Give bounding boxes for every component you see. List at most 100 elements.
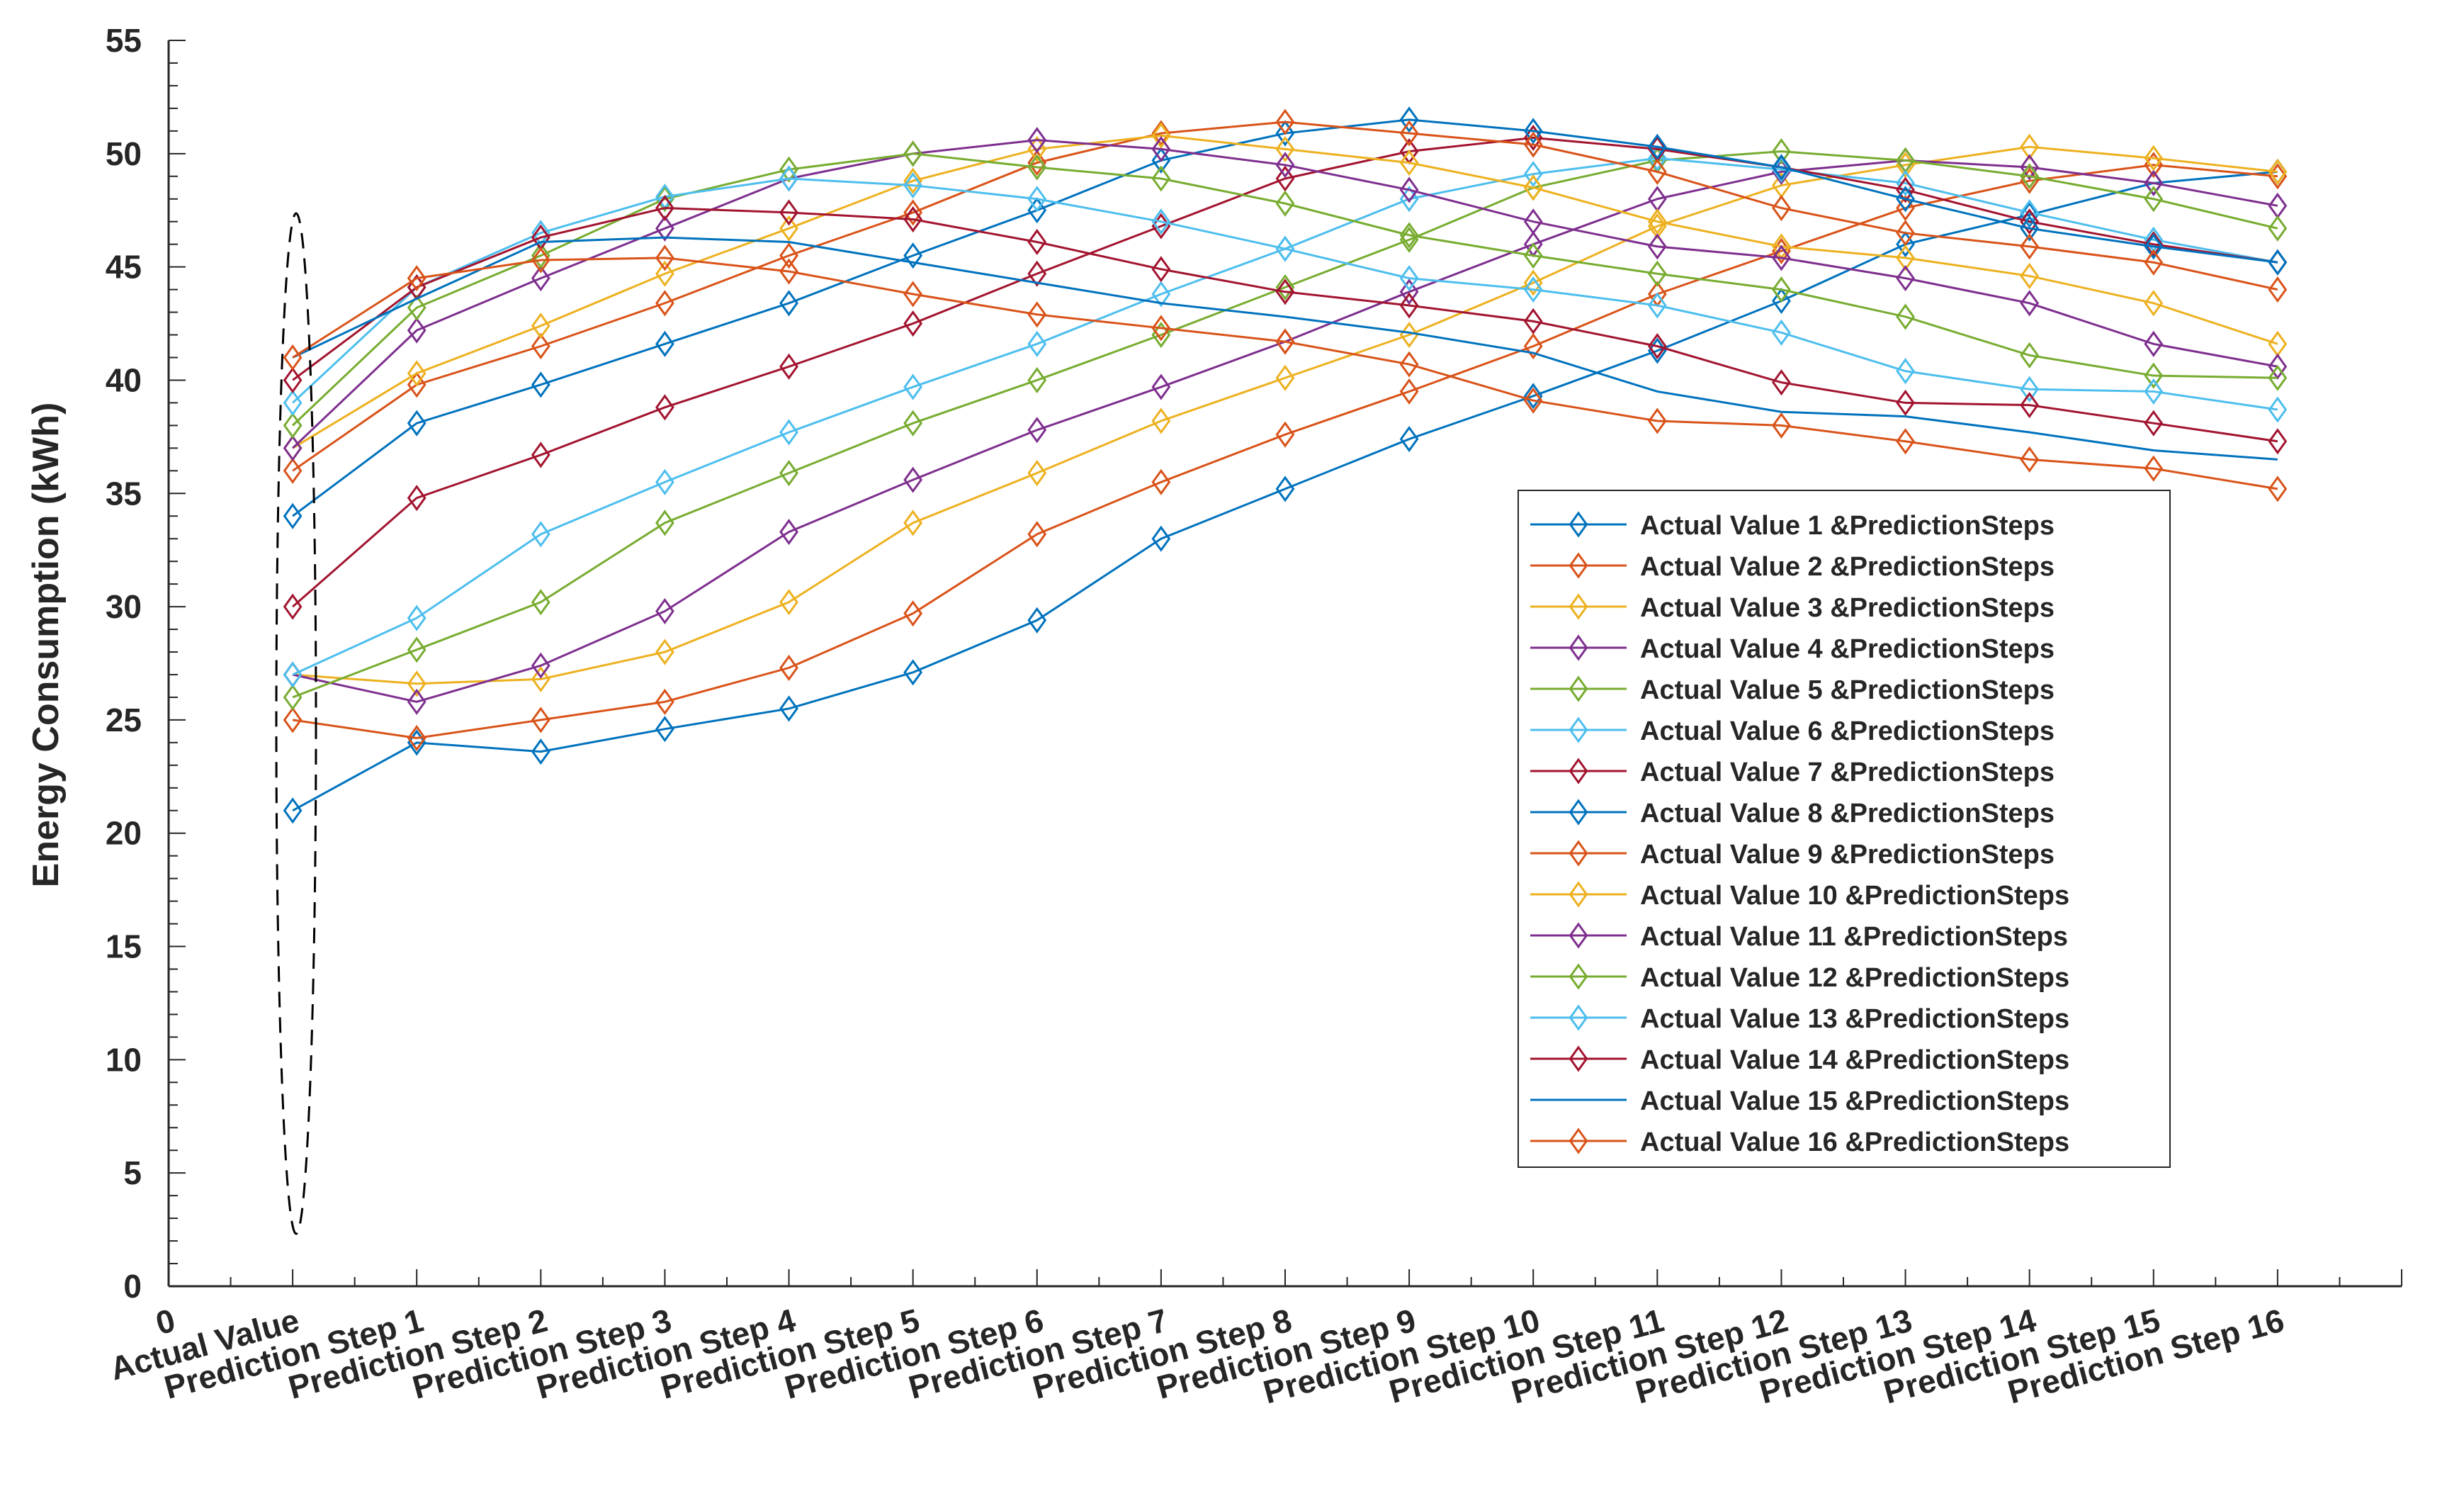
legend-marker-2 [1569,552,1588,579]
series-4-point [903,466,923,493]
legend-marker-16 [1569,1127,1588,1154]
series-2-point [2268,163,2288,190]
series-13-point [531,220,550,247]
legend-label-8: Actual Value 8 &PredictionSteps [1640,799,2055,828]
series-9-point [1027,150,1047,176]
series-9-point [1275,108,1295,135]
series-13-point [1275,235,1295,262]
series-7-point [2020,208,2040,235]
series-11-point [1896,265,1915,292]
series-1-point [1772,288,1791,315]
series-16-point [1027,301,1047,328]
series-9-point [903,199,923,226]
legend-label-14: Actual Value 14 &PredictionSteps [1640,1045,2069,1075]
series-14-point [779,199,798,226]
series-13-point [779,165,798,192]
series-13-point [2268,396,2288,423]
series-10-point [779,215,798,242]
series-line-14 [292,207,2278,443]
series-10-point [531,313,550,339]
series-1-point [283,797,303,824]
series-6-point [531,521,550,548]
series-1-point [1275,476,1295,502]
series-9-point [1647,158,1667,185]
series-9-point [655,290,674,317]
series-16-point [1647,407,1667,434]
series-11-point [1275,152,1295,179]
series-5-point [531,589,550,616]
series-4-point [407,688,426,715]
series-16-point [1896,428,1915,455]
y-tick-label: 50 [106,135,142,172]
y-tick-label: 0 [123,1268,142,1305]
series-5-point [1772,138,1791,165]
series-7-point [2144,231,2164,258]
series-1-point [1027,607,1047,634]
legend-marker-9 [1569,840,1588,867]
y-tick-label: 35 [106,475,142,512]
legend-label-5: Actual Value 5 &PredictionSteps [1640,675,2055,705]
y-tick-label: 25 [106,702,142,738]
series-16-point [531,247,550,274]
legend-label-12: Actual Value 12 &PredictionSteps [1640,963,2069,993]
legend-label-1: Actual Value 1 &PredictionSteps [1640,511,2055,541]
series-8-point [2020,215,2040,242]
series-8-point [1647,133,1667,160]
series-line-11 [292,139,2278,449]
series-4-point [531,652,550,679]
series-12-point [1027,154,1047,181]
y-tick-label: 40 [106,361,142,398]
series-7-point [1896,176,1915,203]
series-4-point [1151,373,1171,400]
series-3-point [1523,269,1543,296]
series-9-point [1772,194,1791,222]
series-10-point [1399,150,1419,176]
legend-label-15: Actual Value 15 &PredictionSteps [1640,1086,2069,1116]
series-16-point [2144,455,2164,482]
series-12-point [1772,276,1791,303]
series-14-point [2268,428,2288,455]
series-14-point [2020,392,2040,419]
legend-label-16: Actual Value 16 &PredictionSteps [1640,1127,2069,1157]
series-5-point [1027,366,1047,394]
series-8-point [1275,120,1295,147]
series-7-point [1027,260,1047,287]
series-9-point [2144,249,2164,276]
series-3-point [531,665,550,692]
series-16-point [903,281,923,308]
series-6-point [903,373,923,400]
legend-box [1518,490,2171,1168]
series-8-point [1772,154,1791,181]
series-2-point [283,707,303,733]
series-5-point [283,684,303,711]
series-5-point [779,459,798,487]
series-4-point [655,597,674,625]
series-13-point [2020,376,2040,403]
series-14-point [1399,292,1419,319]
series-11-point [283,434,303,461]
series-6-point [2020,199,2040,226]
series-2-point [655,688,674,715]
series-7-point [903,310,923,337]
y-tick-label: 10 [106,1041,142,1078]
y-tick-label: 20 [106,815,142,852]
series-7-point [655,394,674,421]
series-12-point [407,294,426,321]
series-14-point [2144,410,2164,437]
series-2-point [531,707,550,733]
series-10-point [655,260,674,287]
series-13-point [1772,319,1791,346]
series-11-point [1772,244,1791,271]
series-1-point [1151,525,1171,552]
series-11-point [531,265,550,292]
series-1-point [655,716,674,743]
series-6-point [1896,169,1915,196]
series-13-point [1896,358,1915,385]
series-14-point [1027,228,1047,256]
series-14-point [1275,279,1295,305]
series-line-3 [293,145,2278,685]
series-14-point [655,194,674,222]
series-3-point [903,510,923,536]
series-1-point [531,738,550,765]
